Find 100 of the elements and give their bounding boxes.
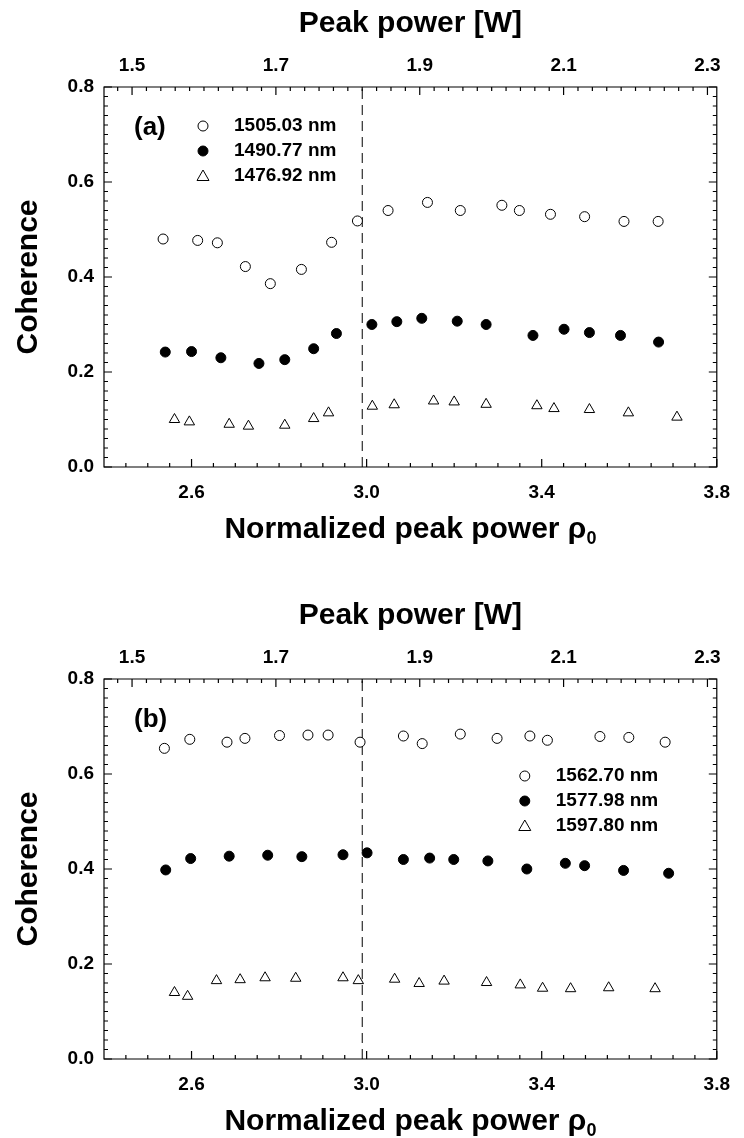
point [279,354,291,366]
x-tick-label: 2.6 [178,1072,205,1094]
point [168,413,181,423]
point [424,852,436,864]
point [602,981,615,992]
point [448,854,460,865]
x-tick-label: 2.6 [178,480,205,502]
point [594,730,606,742]
point [514,978,526,989]
point [491,732,503,744]
legend-label: 1562.70 nm [555,764,659,786]
point [482,855,494,867]
point [234,973,246,984]
point [448,395,460,406]
point [558,323,570,335]
x2-tick-label: 1.9 [406,645,433,667]
annotation: (a) [134,111,166,142]
point [157,233,169,245]
point [382,205,394,216]
x-tick-label: 3.0 [353,1072,380,1094]
x2-tick-label: 1.5 [118,53,146,75]
x2-tick-label: 1.7 [262,53,290,75]
point [579,211,591,223]
point [579,860,591,872]
x2-tick-label: 2.3 [694,53,721,75]
point [239,732,251,744]
point [296,851,308,863]
point [337,849,349,861]
point [185,853,197,865]
annotation: (b) [134,703,168,734]
legend-label: 1476.92 nm [234,164,337,186]
x2-tick-label: 2.1 [550,645,578,667]
point [186,346,198,358]
point [307,412,320,423]
point [223,850,235,862]
point [653,336,665,348]
point [391,316,403,328]
y-tick-label: 0.2 [67,360,94,382]
point [361,847,373,859]
point [663,867,675,879]
legend-label: 1597.80 nm [555,814,659,836]
point [366,319,378,330]
point [527,329,539,341]
y-axis-title: Coherence [10,199,44,355]
point [536,981,549,992]
point [388,398,400,409]
x2-tick-label: 1.7 [262,645,290,667]
point [454,728,466,740]
x2-tick-label: 2.1 [550,53,578,75]
point [618,215,630,227]
x2-tick-label: 2.3 [694,645,721,667]
point [438,974,450,985]
x2-tick-label: 1.9 [406,53,433,75]
point [583,403,596,414]
point [352,974,365,985]
point [168,986,181,996]
point [158,742,170,754]
x2-axis-title: Peak power [W] [298,597,523,631]
point [427,394,440,405]
point [541,734,553,746]
point [496,199,508,211]
point [671,410,683,421]
y-tick-label: 0.8 [67,75,94,97]
point [264,278,276,290]
point [416,738,428,750]
y-tick-label: 0.4 [67,857,95,879]
x-tick-label: 3.4 [528,480,556,502]
point [615,329,626,341]
point [239,261,251,273]
point [521,863,533,875]
point [564,982,577,993]
point [480,397,492,408]
x-tick-label: 3.4 [528,1072,556,1094]
y-axis-title: Coherence [10,791,44,947]
point [242,419,255,430]
point [652,215,664,227]
point [454,205,466,216]
point [618,864,630,876]
point [480,976,493,987]
point [354,736,366,748]
point [181,989,194,1000]
point [524,730,536,742]
point [583,327,595,339]
point [192,234,204,246]
y-tick-label: 0.6 [67,170,94,192]
point [253,357,265,369]
point [480,319,492,330]
point [274,730,286,742]
point [221,736,233,748]
point [513,205,525,216]
point [326,236,338,248]
point [184,733,196,745]
point [451,315,463,327]
point [559,857,571,869]
y-tick-label: 0.6 [67,762,94,784]
point [322,729,334,741]
point [351,215,363,227]
point [649,982,661,993]
legend-label: 1505.03 nm [234,114,337,136]
point [290,971,302,982]
